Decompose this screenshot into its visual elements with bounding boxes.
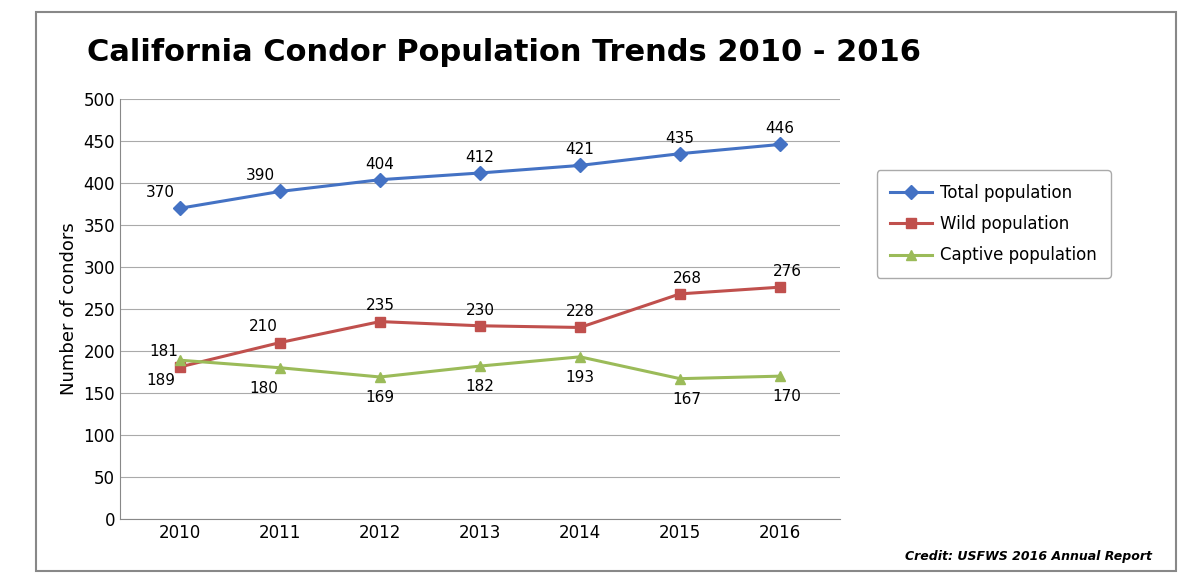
Text: 180: 180 <box>248 381 277 396</box>
Text: 193: 193 <box>565 370 594 385</box>
Captive population <box>373 374 388 381</box>
Wild population <box>773 284 787 291</box>
Total population <box>173 205 187 212</box>
Total population <box>473 170 487 177</box>
Wild population <box>373 318 388 325</box>
Text: 412: 412 <box>466 150 494 165</box>
Captive population <box>473 363 487 370</box>
Text: 370: 370 <box>146 185 175 200</box>
Legend: Total population, Wild population, Captive population: Total population, Wild population, Capti… <box>877 170 1110 278</box>
Text: 421: 421 <box>565 142 594 157</box>
Total population <box>773 141 787 148</box>
Wild population <box>572 324 587 331</box>
Text: 235: 235 <box>366 298 395 314</box>
Text: 210: 210 <box>248 319 277 335</box>
Text: 446: 446 <box>766 121 794 136</box>
Total population <box>673 150 688 157</box>
Text: 404: 404 <box>366 157 395 171</box>
Text: 167: 167 <box>672 392 702 407</box>
Text: 181: 181 <box>149 344 178 359</box>
Text: 169: 169 <box>366 390 395 405</box>
Total population <box>272 188 287 195</box>
Text: Credit: USFWS 2016 Annual Report: Credit: USFWS 2016 Annual Report <box>905 550 1152 563</box>
Wild population <box>473 322 487 329</box>
Total population <box>373 176 388 183</box>
Text: California Condor Population Trends 2010 - 2016: California Condor Population Trends 2010… <box>88 38 922 67</box>
Captive population <box>572 353 587 360</box>
Line: Total population: Total population <box>175 139 785 213</box>
Text: 276: 276 <box>773 264 802 279</box>
Captive population <box>673 375 688 382</box>
Text: 182: 182 <box>466 379 494 394</box>
Line: Captive population: Captive population <box>175 352 785 384</box>
Wild population <box>272 339 287 346</box>
Text: 390: 390 <box>246 168 275 183</box>
Y-axis label: Number of condors: Number of condors <box>60 223 78 395</box>
Text: 189: 189 <box>146 373 175 388</box>
Text: 230: 230 <box>466 303 494 318</box>
Line: Wild population: Wild population <box>175 282 785 372</box>
Captive population <box>272 364 287 371</box>
Wild population <box>173 363 187 370</box>
Text: 170: 170 <box>773 389 802 404</box>
Captive population <box>173 357 187 364</box>
Captive population <box>773 373 787 380</box>
Total population <box>572 162 587 169</box>
Text: 435: 435 <box>666 131 695 146</box>
Text: 228: 228 <box>565 304 594 319</box>
Wild population <box>673 290 688 297</box>
Text: 268: 268 <box>672 271 702 286</box>
